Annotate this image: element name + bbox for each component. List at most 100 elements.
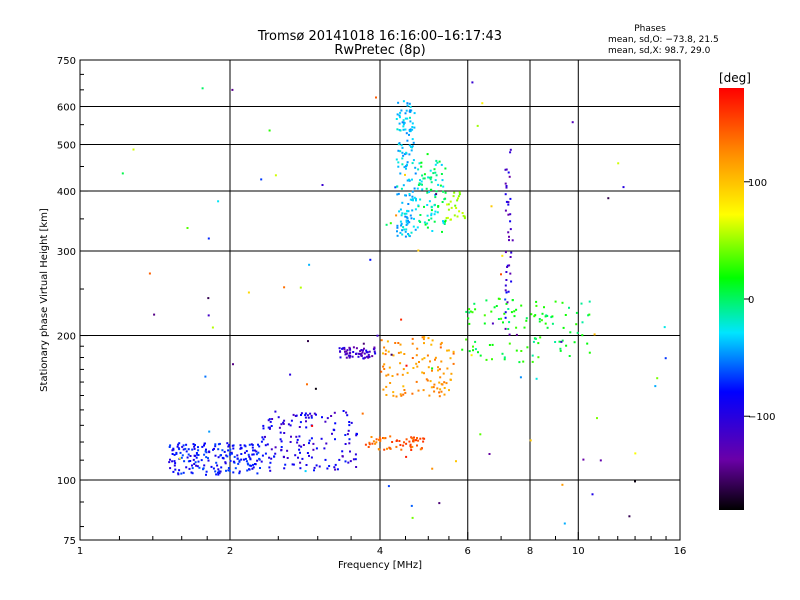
scatter-point [274,410,277,413]
scatter-point [450,372,453,375]
scatter-point [391,375,394,377]
scatter-point [169,467,172,470]
scatter-point [268,129,271,132]
scatter-point [507,308,510,310]
scatter-point [448,389,450,392]
scatter-point [593,333,596,336]
scatter-point [408,193,411,195]
scatter-point [374,352,377,355]
scatter-point [375,96,377,99]
scatter-point [214,443,217,446]
scatter-point [400,224,403,227]
scatter-point [430,209,433,212]
scatter-point [195,464,198,467]
scatter-point [488,344,491,346]
scatter-point [575,323,578,326]
scatter-point [418,219,421,222]
scatter-point [430,343,433,346]
scatter-point [453,191,456,194]
stats-o-line: mean, sd,O: −73.8, 21.5 [608,35,719,45]
scatter-point [400,222,403,225]
scatter-point [504,316,507,319]
scatter-point [379,440,382,442]
scatter-point [261,436,264,439]
scatter-point [197,454,200,456]
scatter-point [231,88,234,91]
scatter-point [406,217,409,220]
scatter-point [268,418,271,421]
scatter-point [438,160,441,163]
scatter-point [197,449,200,452]
scatter-point [531,354,534,357]
scatter-point [289,373,292,376]
scatter-point [367,446,370,448]
scatter-point [189,455,192,457]
scatter-point [229,448,232,451]
scatter-point [508,175,511,178]
scatter-point [409,116,411,119]
scatter-point [257,451,260,454]
scatter-point [409,109,412,112]
scatter-point [186,456,189,459]
scatter-point [507,328,510,330]
scatter-point [507,290,510,293]
scatter-point [383,448,386,451]
scatter-point [388,366,391,369]
scatter-point [230,452,233,455]
scatter-point [223,450,226,453]
scatter-point [442,372,445,375]
scatter-point [575,311,578,314]
scatter-point [437,205,440,207]
scatter-point [346,414,349,417]
scatter-point [204,442,206,445]
scatter-point [245,450,248,453]
scatter-point [405,132,408,135]
scatter-point [338,458,341,461]
scatter-point [384,349,387,352]
scatter-point [193,463,196,465]
scatter-point [588,351,591,354]
scatter-point [505,200,508,203]
scatter-point [403,389,406,391]
scatter-point [387,350,390,353]
scatter-point [422,338,425,341]
scatter-point [286,449,289,452]
scatter-point [220,466,223,469]
scatter-point [396,193,399,196]
scatter-point [368,355,371,358]
scatter-point [348,346,351,349]
scatter-point [550,316,553,319]
scatter-point [417,439,420,442]
scatter-point [441,179,444,182]
scatter-point [402,154,405,157]
scatter-point [513,310,516,313]
scatter-point [290,435,292,438]
scatter-point [248,468,251,471]
scatter-point [416,437,418,439]
scatter-point [443,381,446,384]
scatter-point [330,415,333,417]
scatter-point [360,349,363,351]
scatter-point [304,412,307,415]
scatter-point [408,178,410,181]
scatter-point [192,443,195,446]
scatter-point [461,348,464,351]
scatter-point [439,376,442,379]
scatter-point [446,349,449,352]
scatter-point [399,351,402,354]
scatter-point [446,216,449,219]
scatter-point [417,168,420,171]
scatter-point [561,339,564,342]
scatter-point [148,272,151,275]
scatter-point [385,223,388,226]
scatter-point [423,342,425,345]
scatter-point [434,358,436,361]
scatter-point [458,193,461,196]
scatter-point [468,322,471,325]
scatter-point [185,450,188,453]
scatter-point [445,217,448,220]
scatter-point [400,214,403,217]
scatter-point [507,203,510,206]
scatter-point [299,421,302,424]
scatter-point [443,198,446,201]
